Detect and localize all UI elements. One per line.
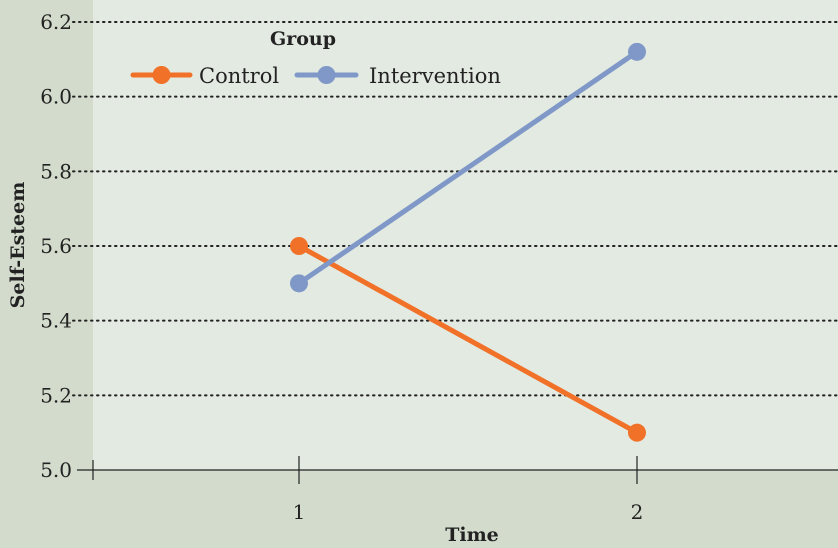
x-axis-title: Time (445, 524, 499, 546)
y-tick-label: 6.0 (40, 85, 72, 109)
axes (77, 460, 838, 480)
grid-lines (72, 21, 838, 397)
x-tick-label: 1 (293, 500, 306, 524)
series-group (290, 42, 646, 442)
data-point (628, 423, 646, 442)
legend-items: Control Intervention (130, 64, 501, 88)
plot-panel (93, 0, 838, 470)
y-tick-label: 5.6 (40, 234, 72, 258)
data-point (290, 274, 308, 293)
legend: Group Control Intervention (130, 28, 501, 88)
legend-marker (317, 66, 336, 84)
y-tick-label: 6.2 (40, 10, 72, 34)
series-intervention (290, 42, 646, 293)
legend-label: Control (199, 64, 279, 88)
legend-title: Group (270, 28, 336, 50)
data-point (628, 42, 646, 61)
x-tick-label: 2 (631, 500, 644, 524)
y-tick-label: 5.2 (40, 383, 72, 407)
legend-item-intervention: Intervention (294, 64, 501, 88)
series-line (296, 49, 640, 286)
series-control (290, 237, 646, 442)
legend-marker (152, 66, 171, 84)
legend-item-control: Control (130, 64, 279, 88)
legend-label: Intervention (369, 64, 501, 88)
data-point (290, 237, 308, 255)
y-tick-label: 5.0 (40, 458, 72, 482)
series-line (296, 243, 640, 436)
y-tick-label: 5.4 (40, 309, 72, 333)
y-axis-ticks: 5.0 5.2 5.4 5.6 5.8 6.0 6.2 (40, 10, 72, 482)
y-tick-label: 5.8 (40, 159, 72, 183)
y-axis-title: Self-Esteem (7, 182, 29, 309)
